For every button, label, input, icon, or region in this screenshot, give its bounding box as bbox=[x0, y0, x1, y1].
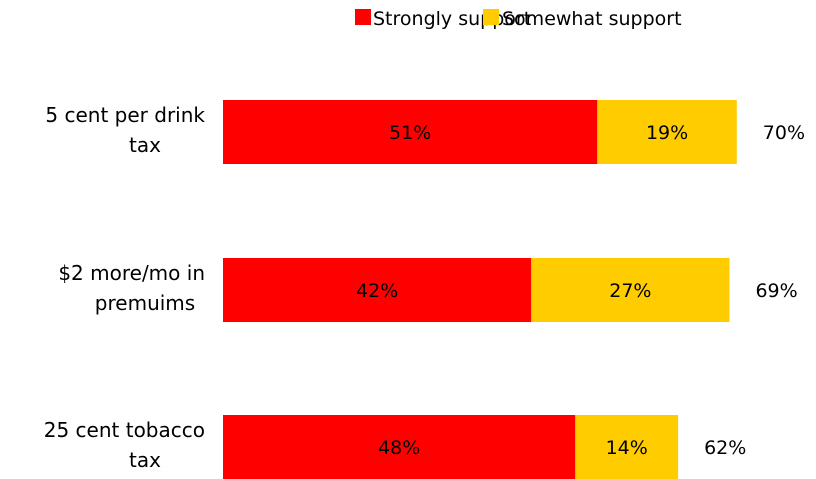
category-label: 5 cent per drink tax bbox=[45, 103, 205, 157]
data-label: 51% bbox=[389, 122, 431, 144]
data-label: 42% bbox=[356, 280, 398, 302]
bar-segment bbox=[531, 258, 730, 322]
legend-label: Somewhat support bbox=[502, 8, 682, 30]
category-label-line: tax bbox=[129, 133, 161, 157]
data-label: 48% bbox=[378, 437, 420, 459]
category-label: $2 more/mo in premuims bbox=[58, 261, 205, 315]
category-label-line: premuims bbox=[95, 291, 195, 315]
bar-segment bbox=[575, 415, 679, 479]
bar-row: $2 more/mo in premuims 42% 27% 69% bbox=[58, 258, 798, 322]
bar-row: 25 cent tobacco tax 48% 14% 62% bbox=[44, 415, 746, 479]
data-label: 14% bbox=[606, 437, 648, 459]
category-label-line: tax bbox=[129, 448, 161, 472]
total-label: 69% bbox=[755, 280, 797, 302]
bar-segment bbox=[223, 100, 598, 164]
category-label-line: $2 more/mo in bbox=[58, 261, 205, 285]
bar-segment bbox=[597, 100, 737, 164]
legend-swatch bbox=[483, 9, 499, 25]
bar-segment bbox=[223, 415, 576, 479]
data-label: 19% bbox=[646, 122, 688, 144]
bar-segment bbox=[223, 258, 532, 322]
bar-row: 5 cent per drink tax 51% 19% 70% bbox=[45, 100, 805, 164]
total-label: 70% bbox=[763, 122, 805, 144]
category-label: 25 cent tobacco tax bbox=[44, 418, 205, 472]
category-label-line: 25 cent tobacco bbox=[44, 418, 205, 442]
data-label: 27% bbox=[609, 280, 651, 302]
total-label: 62% bbox=[704, 437, 746, 459]
legend-swatch bbox=[355, 9, 371, 25]
category-label-line: 5 cent per drink bbox=[45, 103, 205, 127]
